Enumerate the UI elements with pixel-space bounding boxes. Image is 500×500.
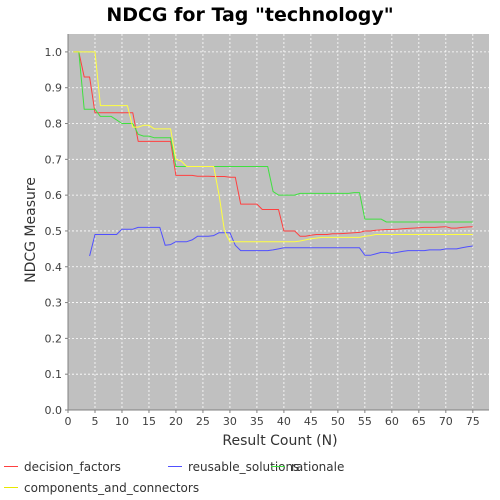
y-tick-label: 0.8 (45, 118, 63, 131)
legend-item-reusable-solutions: reusable_solutions (168, 460, 299, 474)
x-tick-label: 40 (277, 415, 291, 428)
y-tick-label: 0.6 (45, 189, 63, 202)
x-tick-label: 45 (304, 415, 318, 428)
y-tick-label: 0.7 (45, 153, 63, 166)
legend-label: components_and_connectors (24, 481, 200, 495)
legend-item-decision-factors: decision_factors (4, 460, 121, 474)
x-tick-label: 35 (250, 415, 264, 428)
y-tick-label: 0.9 (45, 82, 63, 95)
series-line-components-and-connectors (73, 51, 473, 243)
legend-item-components-and-connectors: components_and_connectors (4, 481, 199, 495)
x-tick-label: 5 (91, 415, 98, 428)
x-tick-label: 10 (115, 415, 129, 428)
legend-swatch-reusable-solutions (168, 466, 182, 467)
y-tick-label: 0.3 (45, 297, 63, 310)
x-tick-label: 20 (169, 415, 183, 428)
legend-item-rationale: rationale (271, 460, 344, 474)
x-tick-label: 25 (196, 415, 210, 428)
series-line-decision-factors (73, 51, 473, 237)
x-tick-label: 75 (466, 415, 480, 428)
x-tick-label: 70 (439, 415, 453, 428)
x-tick-label: 0 (65, 415, 72, 428)
chart: NDCG for Tag "technology" 0 5 10 15 20 25 30 35… (23, 4, 489, 449)
legend-label: reusable_solutions (188, 460, 300, 474)
y-tick-label: 0.2 (45, 332, 63, 345)
legend-label: rationale (291, 460, 345, 474)
x-tick-label: 30 (223, 415, 237, 428)
chart-title: NDCG for Tag "technology" (106, 4, 393, 26)
series-lines (73, 51, 473, 257)
legend: decision_factors reusable_solutions rati… (0, 456, 500, 500)
series-line-reusable-solutions (89, 226, 473, 257)
legend-swatch-components-and-connectors (4, 487, 18, 488)
y-tick-label: 0.5 (45, 225, 63, 238)
y-tick-label: 1.0 (45, 46, 63, 59)
y-tick-label: 0.4 (45, 261, 63, 274)
series-line-rationale (73, 51, 473, 223)
y-tick-label: 0.0 (45, 404, 63, 417)
x-tick-label: 15 (142, 415, 156, 428)
x-tick-label: 60 (385, 415, 399, 428)
axes: 0 5 10 15 20 25 30 35 40 45 50 55 60 65 70 75 0.0 0.1 0.2 0… (45, 34, 489, 428)
x-tick-label: 65 (412, 415, 426, 428)
y-axis-label: NDCG Measure (23, 177, 39, 283)
x-axis-label: Result Count (N) (222, 433, 337, 449)
y-tick-label: 0.1 (45, 368, 63, 381)
x-tick-label: 55 (358, 415, 372, 428)
legend-swatch-decision-factors (4, 466, 18, 467)
x-tick-label: 50 (331, 415, 345, 428)
legend-swatch-rationale (271, 466, 285, 467)
legend-label: decision_factors (24, 460, 121, 474)
